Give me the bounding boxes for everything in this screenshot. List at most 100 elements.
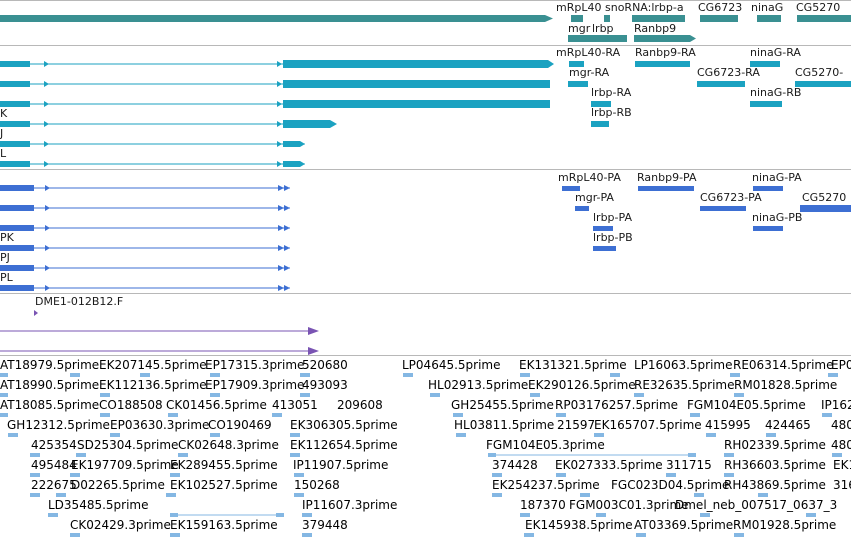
transcript-label[interactable]: mgr-RA — [569, 66, 610, 79]
est-label[interactable]: EK306305.5prime — [290, 418, 398, 432]
est-label[interactable]: IP162 — [821, 398, 851, 412]
est-label[interactable]: EK145938.5prime — [525, 518, 633, 532]
protein-label[interactable]: CG6723-PA — [700, 191, 762, 204]
protein-left-label[interactable]: PL — [0, 271, 13, 284]
est-label[interactable]: CO188508 — [99, 398, 163, 412]
est-label[interactable]: LP16063.5prime — [634, 358, 733, 372]
est-label[interactable]: FGM104E05.3prime — [486, 438, 605, 452]
est-label[interactable]: 520680 — [302, 358, 348, 372]
protein-label[interactable]: mgr-PA — [575, 191, 614, 204]
protein-left-label[interactable]: PJ — [0, 251, 10, 264]
transcript-left-label[interactable]: J — [0, 127, 4, 140]
protein-left-label[interactable]: PK — [0, 231, 14, 244]
est-label[interactable]: 493093 — [302, 378, 348, 392]
protein-label[interactable]: mRpL40-PA — [558, 171, 621, 184]
est-label[interactable]: EK289455.5prime — [170, 458, 278, 472]
est-label[interactable]: 187370 — [520, 498, 566, 512]
est-label[interactable]: 415995 — [705, 418, 751, 432]
est-label[interactable]: EK027333.5prime — [555, 458, 663, 472]
est-label[interactable]: AT03369.5prime — [634, 518, 734, 532]
est-label[interactable]: FGM104E05.5prime — [687, 398, 806, 412]
gene-label[interactable]: ninaG — [751, 1, 784, 14]
mrna-track-glyphs[interactable] — [0, 60, 851, 167]
est-label[interactable]: 480 — [831, 418, 851, 432]
est-label[interactable]: EK197709.5prime — [71, 458, 179, 472]
est-label[interactable]: EK131321.5prime — [519, 358, 627, 372]
est-label[interactable]: CK01456.5prime — [166, 398, 267, 412]
gene-label[interactable]: snoRNA:lrbp-a — [605, 1, 684, 14]
est-label[interactable]: EK254237.5prime — [492, 478, 600, 492]
transcript-label[interactable]: CG6723-RA — [697, 66, 760, 79]
protein-label[interactable]: Ranbp9-PA — [637, 171, 697, 184]
gene-label[interactable]: lrbp — [592, 22, 614, 35]
est-label[interactable]: 413051 — [272, 398, 318, 412]
est-label[interactable]: AT18990.5prime — [0, 378, 100, 392]
transcript-left-label[interactable]: K — [0, 107, 8, 120]
protein-label[interactable]: ninaG-PB — [752, 211, 803, 224]
est-label[interactable]: 21597 — [557, 418, 596, 432]
est-label[interactable]: IP11907.5prime — [293, 458, 389, 472]
est-label[interactable]: 316 — [833, 478, 851, 492]
gene-label[interactable]: mRpL40 — [556, 1, 602, 14]
transcript-label[interactable]: CG5270- — [795, 66, 844, 79]
protein-label[interactable]: lrbp-PA — [593, 211, 632, 224]
est-label[interactable]: EK207145.5prime — [99, 358, 207, 372]
est-label[interactable]: CO190469 — [208, 418, 272, 432]
est-label[interactable]: FGM003C01.3prime — [569, 498, 689, 512]
est-label[interactable]: EK159163.5prime — [170, 518, 278, 532]
est-label[interactable]: RH02339.5prime — [724, 438, 826, 452]
est-label[interactable]: HL03811.5prime — [454, 418, 555, 432]
gene-label[interactable]: mgr — [568, 22, 591, 35]
est-label[interactable]: RE06314.5prime — [733, 358, 834, 372]
transcript-label[interactable]: Ranbp9-RA — [635, 46, 696, 59]
est-label[interactable]: 209608 — [337, 398, 383, 412]
est-label[interactable]: FGC023D04.5prime — [611, 478, 730, 492]
est-label[interactable]: RM01928.5prime — [733, 518, 837, 532]
est-label[interactable]: EP17909.3prime — [205, 378, 305, 392]
est-label[interactable]: EK1 — [833, 458, 851, 472]
est-label[interactable]: 150268 — [294, 478, 340, 492]
transcript-label[interactable]: ninaG-RA — [750, 46, 801, 59]
protein-label[interactable]: CG5270 — [802, 191, 847, 204]
est-label[interactable]: EK165707.5prime — [594, 418, 702, 432]
est-label[interactable]: 379448 — [302, 518, 348, 532]
clone-label[interactable]: DME1-012B12.F — [35, 295, 124, 308]
est-label[interactable]: D02265.5prime — [71, 478, 165, 492]
est-label[interactable]: 424465 — [765, 418, 811, 432]
transcript-label[interactable]: mRpL40-RA — [556, 46, 621, 59]
est-label[interactable]: CK02429.3prime — [70, 518, 171, 532]
est-label[interactable]: EK112136.5prime — [99, 378, 207, 392]
est-label[interactable]: GH12312.5prime — [7, 418, 110, 432]
est-label[interactable]: EP0 — [831, 358, 851, 372]
est-label[interactable]: SD25304.5prime — [77, 438, 179, 452]
est-label[interactable]: EK112654.5prime — [290, 438, 398, 452]
est-label[interactable]: IP11607.3prime — [302, 498, 398, 512]
est-label[interactable]: LD35485.5prime — [48, 498, 149, 512]
est-label[interactable]: 425354 — [31, 438, 77, 452]
est-label[interactable]: 311715 — [666, 458, 712, 472]
est-label[interactable]: CK02648.3prime — [178, 438, 279, 452]
protein-track-glyphs[interactable] — [0, 185, 851, 291]
est-label[interactable]: LP04645.5prime — [402, 358, 501, 372]
transcript-label[interactable]: lrbp-RA — [591, 86, 632, 99]
est-label[interactable]: EK102527.5prime — [170, 478, 278, 492]
transcript-label[interactable]: lrbp-RB — [591, 106, 632, 119]
gene-label[interactable]: Ranbp9 — [634, 22, 677, 35]
est-track-glyphs[interactable] — [0, 373, 842, 537]
est-label[interactable]: Dmel_neb_007517_0637_3 — [675, 498, 838, 512]
est-label[interactable]: HL02913.5prime — [428, 378, 529, 392]
est-label[interactable]: RM01828.5prime — [734, 378, 838, 392]
est-label[interactable]: RH36603.5prime — [724, 458, 826, 472]
est-label[interactable]: 480 — [831, 438, 851, 452]
est-label[interactable]: EK290126.5prime — [528, 378, 636, 392]
protein-label[interactable]: ninaG-PA — [752, 171, 802, 184]
est-label[interactable]: EP03630.3prime — [110, 418, 210, 432]
clone-track-glyphs[interactable] — [0, 310, 319, 355]
gene-label[interactable]: CG5270 — [796, 1, 841, 14]
transcript-label[interactable]: ninaG-RB — [750, 86, 802, 99]
transcript-left-label[interactable]: L — [0, 147, 7, 160]
est-label[interactable]: 374428 — [492, 458, 538, 472]
est-label[interactable]: RP03176257.5prime — [555, 398, 679, 412]
gene-track-glyphs[interactable] — [0, 15, 851, 42]
est-label[interactable]: AT18085.5prime — [0, 398, 100, 412]
